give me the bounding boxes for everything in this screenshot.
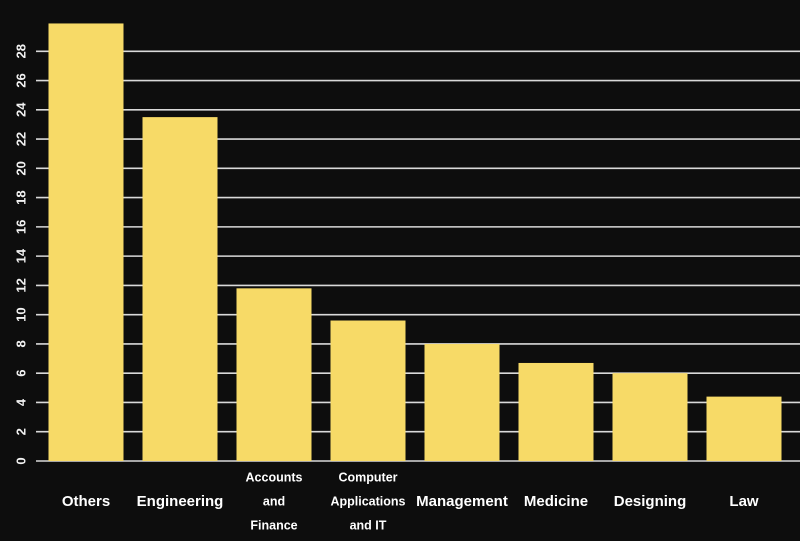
- y-tick-label: 26: [13, 73, 28, 87]
- y-tick-label: 12: [13, 278, 28, 292]
- x-tick-label: Applications: [330, 494, 405, 508]
- x-tick-label: Accounts: [246, 470, 303, 484]
- x-tick-label: Engineering: [137, 493, 224, 510]
- y-tick-label: 20: [13, 161, 28, 175]
- y-tick-label: 28: [13, 44, 28, 58]
- x-tick-label: Designing: [614, 493, 687, 510]
- bar-6: [612, 373, 688, 461]
- bar-2: [236, 288, 312, 461]
- x-tick-label: Others: [62, 493, 110, 510]
- y-tick-label: 8: [13, 340, 28, 347]
- y-tick-label: 24: [13, 102, 28, 117]
- y-tick-label: 4: [13, 398, 28, 406]
- y-tick-label: 22: [13, 132, 28, 146]
- bar-7: [706, 396, 782, 461]
- category-labels: Others Engineering Accounts and Finance Compu…: [62, 470, 759, 532]
- x-tick-label: Medicine: [524, 493, 588, 510]
- x-tick-label: Computer: [338, 470, 397, 484]
- y-tick-label: 6: [13, 370, 28, 377]
- bar-5: [518, 362, 594, 461]
- bars: [48, 23, 782, 462]
- bar-4: [424, 343, 500, 461]
- x-tick-label: Law: [729, 493, 759, 510]
- bar-1: [142, 117, 218, 461]
- y-tick-label: 0: [13, 457, 28, 464]
- x-tick-label: and: [263, 494, 285, 508]
- y-tick-label: 10: [13, 307, 28, 321]
- x-tick-label: Management: [416, 493, 508, 510]
- y-tick-label: 16: [13, 220, 28, 234]
- x-tick-label: and IT: [350, 518, 387, 532]
- y-tick-label: 18: [13, 190, 28, 204]
- y-tick-label: 2: [13, 428, 28, 435]
- bar-0: [48, 23, 124, 462]
- y-tick-label: 14: [13, 248, 28, 263]
- x-tick-label: Finance: [250, 518, 297, 532]
- bar-3: [330, 320, 406, 461]
